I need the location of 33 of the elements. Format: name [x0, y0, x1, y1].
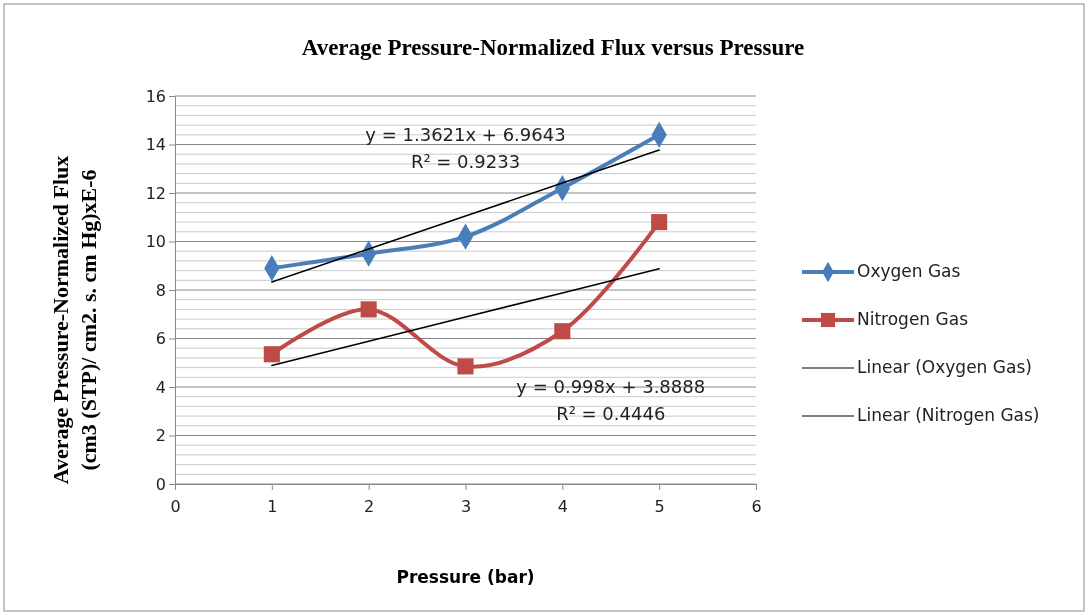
annotation: y = 0.998x + 3.8888	[516, 376, 706, 398]
line-series	[271, 267, 660, 367]
legend-label: Nitrogen Gas	[857, 309, 969, 329]
point	[651, 214, 668, 231]
x-axis-title: Pressure (bar)	[396, 567, 535, 587]
annotation: y = 1.3621x + 6.9643	[365, 124, 566, 146]
x-tick-label: 5	[654, 497, 665, 517]
y-tick-label: 0	[155, 474, 166, 494]
point	[457, 358, 474, 375]
y-axis-title: Average Pressure-Normalized Flux (cm3 (STP)/ cm2. s. cm Hg)xE-6	[48, 155, 101, 485]
y-tick-label: 16	[145, 86, 166, 106]
point	[554, 323, 571, 340]
y-tick-label: 6	[155, 329, 166, 349]
x-tick-label: 1	[267, 497, 278, 517]
point	[360, 301, 377, 318]
x-tick-label: 6	[751, 497, 762, 517]
annotation: R² = 0.9233	[410, 150, 521, 172]
legend-label: Oxygen Gas	[857, 261, 961, 281]
x-tick-label: 4	[557, 497, 568, 517]
y-tick-label: 12	[145, 183, 166, 203]
y-tick-label: 14	[145, 135, 166, 155]
y-tick-label: 8	[155, 280, 166, 300]
legend-label: Linear (Oxygen Gas)	[857, 357, 1032, 377]
x-tick-label: 0	[170, 497, 181, 517]
y-tick-label: 4	[155, 377, 166, 397]
x-tick-label: 2	[364, 497, 375, 517]
legend-label: Linear (Nitrogen Gas)	[857, 405, 1040, 425]
y-tick-label: 10	[145, 232, 166, 252]
point	[263, 346, 280, 363]
annotation: R² = 0.4446	[556, 402, 666, 424]
y-tick-label: 2	[155, 426, 166, 446]
chart-title: Average Pressure-Normalized Flux versus Pressure	[301, 35, 805, 60]
x-tick-label: 3	[460, 497, 472, 517]
